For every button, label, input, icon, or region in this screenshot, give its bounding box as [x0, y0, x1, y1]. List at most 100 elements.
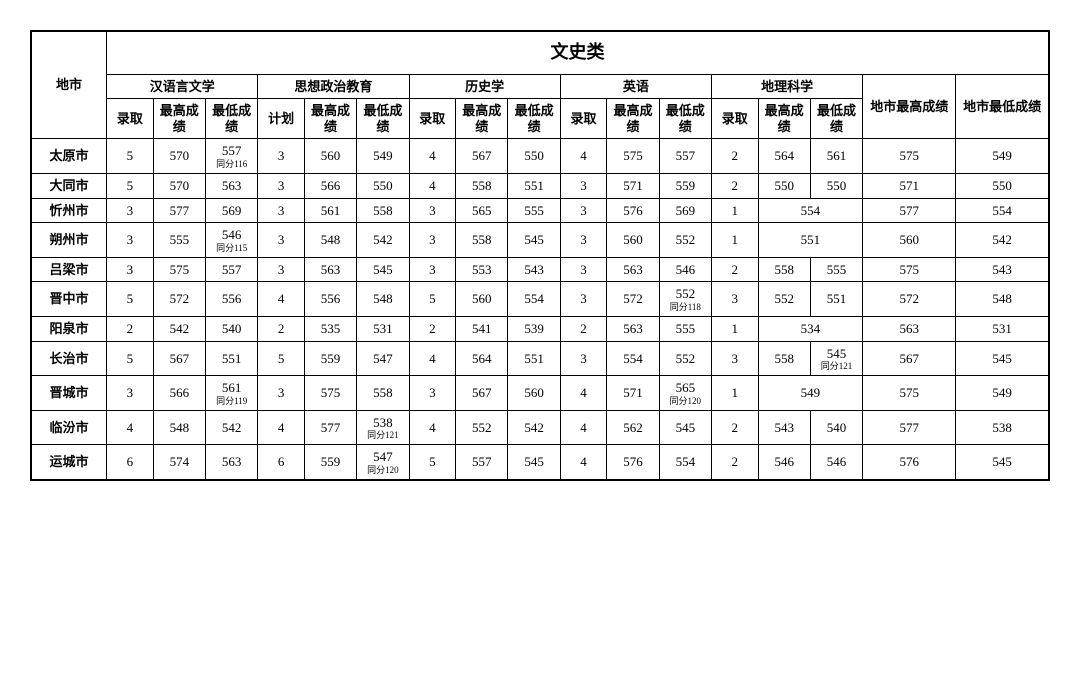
table-body: 太原市5570557同分1163560549456755045755572564… — [31, 139, 1049, 480]
table-row: 晋城市3566561同分119357555835675604571565同分12… — [31, 376, 1049, 411]
city-cell: 临汾市 — [31, 410, 107, 445]
data-cell: 5 — [409, 445, 456, 480]
data-cell: 541 — [456, 316, 508, 341]
data-cell: 564 — [758, 139, 810, 174]
data-cell: 563 — [304, 257, 356, 282]
data-cell: 2 — [711, 410, 758, 445]
data-cell: 6 — [258, 445, 305, 480]
sub-2-0: 录取 — [409, 99, 456, 139]
table-row: 临汾市45485424577538同分121455254245625452543… — [31, 410, 1049, 445]
data-cell: 551 — [205, 341, 257, 376]
data-cell: 548 — [153, 410, 205, 445]
sub-0-0: 录取 — [107, 99, 154, 139]
data-cell: 557同分116 — [205, 139, 257, 174]
city-high-header: 地市最高成绩 — [863, 74, 956, 139]
sub-2-1: 最高成绩 — [456, 99, 508, 139]
data-cell: 4 — [560, 410, 607, 445]
city-low: 549 — [956, 139, 1049, 174]
sub-4-0: 录取 — [711, 99, 758, 139]
data-cell: 563 — [205, 445, 257, 480]
data-cell: 556 — [304, 282, 356, 317]
data-cell: 551 — [810, 282, 862, 317]
sub-4-1: 最高成绩 — [758, 99, 810, 139]
data-cell: 557 — [205, 257, 257, 282]
data-cell: 545 — [659, 410, 711, 445]
data-cell: 555 — [659, 316, 711, 341]
major-3: 英语 — [560, 74, 711, 99]
data-cell: 550 — [758, 173, 810, 198]
data-cell: 559 — [304, 341, 356, 376]
data-cell: 558 — [758, 257, 810, 282]
city-low: 542 — [956, 223, 1049, 258]
data-cell: 3 — [409, 376, 456, 411]
data-cell: 558 — [357, 376, 409, 411]
data-cell: 549 — [357, 139, 409, 174]
data-cell: 539 — [508, 316, 560, 341]
data-cell: 567 — [456, 376, 508, 411]
data-cell: 555 — [508, 198, 560, 223]
data-cell: 548 — [357, 282, 409, 317]
data-cell: 3 — [409, 223, 456, 258]
data-cell: 550 — [357, 173, 409, 198]
major-0: 汉语言文学 — [107, 74, 258, 99]
city-low: 545 — [956, 445, 1049, 480]
data-cell: 550 — [508, 139, 560, 174]
data-cell: 3 — [711, 282, 758, 317]
data-cell: 551 — [508, 173, 560, 198]
data-cell: 3 — [107, 223, 154, 258]
data-cell: 2 — [711, 139, 758, 174]
data-cell: 552 — [659, 223, 711, 258]
data-cell: 3 — [560, 282, 607, 317]
data-cell: 535 — [304, 316, 356, 341]
data-cell: 2 — [409, 316, 456, 341]
table-header: 地市 文史类 汉语言文学 思想政治教育 历史学 英语 地理科学 地市最高成绩 地… — [31, 31, 1049, 139]
city-cell: 长治市 — [31, 341, 107, 376]
data-cell: 543 — [508, 257, 560, 282]
sub-1-2: 最低成绩 — [357, 99, 409, 139]
data-cell: 3 — [560, 173, 607, 198]
data-cell: 4 — [258, 282, 305, 317]
data-cell: 572 — [153, 282, 205, 317]
data-cell: 1 — [711, 376, 758, 411]
table-row: 运城市65745636559547同分120555754545765542546… — [31, 445, 1049, 480]
data-cell: 545同分121 — [810, 341, 862, 376]
data-cell: 575 — [153, 257, 205, 282]
data-cell: 3 — [258, 198, 305, 223]
city-high: 575 — [863, 139, 956, 174]
data-cell: 3 — [560, 198, 607, 223]
data-cell: 545 — [508, 445, 560, 480]
data-cell: 559 — [659, 173, 711, 198]
data-cell: 3 — [107, 198, 154, 223]
data-cell: 4 — [560, 445, 607, 480]
city-high: 577 — [863, 410, 956, 445]
data-cell: 545 — [357, 257, 409, 282]
data-cell: 5 — [107, 341, 154, 376]
data-cell: 5 — [107, 173, 154, 198]
data-cell: 546 — [810, 445, 862, 480]
data-cell: 2 — [711, 445, 758, 480]
data-cell: 563 — [607, 316, 659, 341]
data-cell: 2 — [711, 257, 758, 282]
data-cell: 572 — [607, 282, 659, 317]
data-cell: 560 — [304, 139, 356, 174]
data-cell: 561同分119 — [205, 376, 257, 411]
data-cell: 564 — [456, 341, 508, 376]
data-cell: 546 — [659, 257, 711, 282]
data-cell: 546同分115 — [205, 223, 257, 258]
data-cell: 542 — [508, 410, 560, 445]
table-row: 朔州市3555546同分1153548542355854535605521551… — [31, 223, 1049, 258]
data-cell: 558 — [357, 198, 409, 223]
major-4: 地理科学 — [711, 74, 862, 99]
data-cell: 552 — [758, 282, 810, 317]
city-high: 575 — [863, 376, 956, 411]
sub-1-0: 计划 — [258, 99, 305, 139]
data-cell: 574 — [153, 445, 205, 480]
data-cell: 546 — [758, 445, 810, 480]
data-cell: 4 — [258, 410, 305, 445]
data-cell: 1 — [711, 198, 758, 223]
city-low-header: 地市最低成绩 — [956, 74, 1049, 139]
data-cell: 576 — [607, 198, 659, 223]
city-cell: 大同市 — [31, 173, 107, 198]
data-cell: 577 — [304, 410, 356, 445]
city-low: 550 — [956, 173, 1049, 198]
